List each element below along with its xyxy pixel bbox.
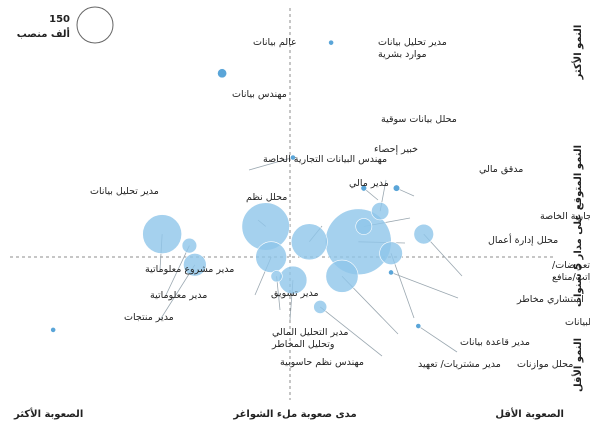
bubble (290, 223, 328, 261)
bubble-label: مدير معلوماتية (150, 290, 207, 301)
bubble (415, 323, 422, 329)
bubble (255, 241, 287, 273)
bubble-label: مدير تسويق (271, 288, 319, 299)
bubble-label: محلل البيانات التجارية الخاصة (540, 211, 590, 222)
bubble-label: استشاري مخاطر (516, 294, 584, 305)
bubble (355, 218, 373, 235)
leader-line (165, 245, 190, 296)
leader-line (418, 325, 458, 353)
bubble-label: مهندس بيانات (232, 89, 287, 100)
bubble-label: مدير منتجات (124, 312, 174, 323)
size-legend-circle (76, 6, 114, 44)
bubble-label: مدقق مالي (479, 164, 523, 175)
size-legend-value: 150 (49, 14, 70, 25)
bubble-label: محلل بيانات/ محلل تجميع البيانات (565, 317, 590, 328)
leader-line (248, 157, 294, 171)
bubble-label: مدير التحليل المالي وتحليل المخاطر (271, 327, 348, 350)
bubble (371, 202, 390, 221)
bubble-label: محلل نظم (246, 192, 287, 203)
x-axis-label-right: الصعوبة الأقل (495, 407, 564, 420)
bubble (50, 326, 57, 333)
leader-line (390, 272, 459, 299)
size-legend-unit: ألف منصب (17, 27, 70, 40)
bubble-label: مدير تحليل بيانات موارد بشرية (378, 37, 447, 60)
bubble-label: مدير مشروع معلوماتية (145, 264, 234, 275)
bubble-label: مدير مشتريات/ تعهيد (418, 359, 501, 370)
bubble-label: مدير تحليل بيانات (90, 186, 159, 197)
y-axis-label-center: النمو المتوقع على مدار 5 سنوات (573, 145, 584, 307)
bubbles (50, 39, 434, 333)
bubble (142, 214, 182, 254)
bubble (290, 154, 296, 161)
bubble (413, 223, 434, 245)
bubble-label: محلل تعويضات/رواتب/منافع (552, 260, 590, 283)
y-axis-label-top: النمو الأكثر (571, 25, 584, 81)
bubble-labels: مدير تحليل بيانات عالم بيانات مهندس بيانات… (90, 37, 590, 370)
leader-line (319, 306, 383, 357)
bubble-label: مدير مالي (349, 178, 389, 189)
bubble (379, 241, 403, 266)
bubble (325, 259, 359, 293)
bubble-label: مدير قاعدة بيانات (460, 337, 530, 348)
bubble-label: محلل بيانات سوقية (381, 114, 457, 125)
bubble-label: مهندس البيانات التجارية الخاصة (263, 154, 387, 165)
bubble (392, 184, 401, 192)
bubble-label: عالم بيانات (253, 37, 297, 48)
bubble (270, 270, 283, 283)
bubble-label: مهندس نظم حاسوبية (280, 357, 364, 368)
bubble-label: محلل إدارة أعمال (488, 233, 558, 246)
y-axis-label-bottom: النمو الأقل (571, 338, 584, 392)
bubble (328, 39, 334, 46)
bubble-label: محلل موازنات (517, 359, 573, 370)
bubble (388, 269, 394, 276)
bubble (360, 184, 368, 192)
x-axis-label-center: مدى صعوبة ملء الشواغر (232, 409, 356, 420)
bubble (217, 68, 228, 79)
bubble (183, 253, 207, 277)
bubble (181, 237, 198, 254)
bubble-label: خبير إحصاء (374, 144, 418, 155)
bubble (313, 300, 328, 314)
x-axis-label-left: الصعوبة الأكثر (13, 407, 83, 420)
